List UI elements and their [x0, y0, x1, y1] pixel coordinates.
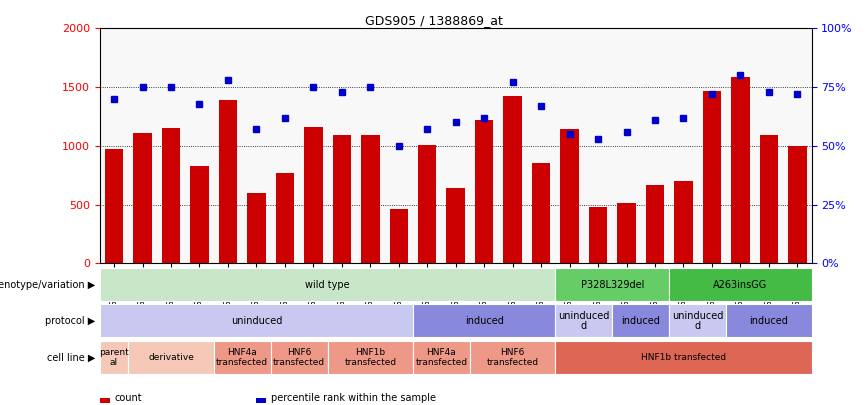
Bar — [556, 305, 612, 337]
Bar — [327, 341, 413, 374]
Bar — [532, 164, 550, 263]
Bar — [561, 129, 579, 263]
Bar — [760, 135, 778, 263]
Bar — [446, 188, 465, 263]
Bar — [271, 341, 327, 374]
Text: genotype/variation ▶: genotype/variation ▶ — [0, 279, 95, 290]
Bar — [418, 145, 437, 263]
Bar — [669, 305, 727, 337]
Text: HNF6
transfected: HNF6 transfected — [487, 348, 539, 367]
Bar — [100, 268, 556, 301]
Text: HNF1b
transfected: HNF1b transfected — [345, 348, 397, 367]
Text: HNF6
transfected: HNF6 transfected — [273, 348, 326, 367]
Text: count: count — [115, 393, 142, 403]
Bar — [134, 133, 152, 263]
Bar — [214, 341, 271, 374]
Bar — [128, 341, 214, 374]
Text: induced: induced — [621, 316, 661, 326]
Text: percentile rank within the sample: percentile rank within the sample — [271, 393, 436, 403]
Text: uninduced: uninduced — [231, 316, 282, 326]
Text: HNF1b transfected: HNF1b transfected — [641, 353, 726, 362]
Bar — [589, 207, 608, 263]
Bar — [332, 135, 351, 263]
Bar — [617, 203, 635, 263]
Bar — [361, 135, 379, 263]
Bar — [105, 149, 123, 263]
Bar — [727, 305, 812, 337]
Bar — [674, 181, 693, 263]
Bar — [161, 128, 181, 263]
Text: parent
al: parent al — [99, 348, 129, 367]
Text: GDS905 / 1388869_at: GDS905 / 1388869_at — [365, 14, 503, 27]
Bar — [503, 96, 522, 263]
Text: induced: induced — [464, 316, 503, 326]
Bar — [190, 166, 208, 263]
Text: uninduced
d: uninduced d — [558, 311, 609, 331]
Bar — [731, 77, 750, 263]
Text: HNF4a
transfected: HNF4a transfected — [416, 348, 468, 367]
Bar — [390, 209, 408, 263]
Text: induced: induced — [749, 316, 788, 326]
Bar — [470, 341, 556, 374]
Bar — [304, 127, 323, 263]
Bar — [703, 91, 721, 263]
Text: wild type: wild type — [306, 279, 350, 290]
Bar — [413, 341, 470, 374]
Bar — [556, 268, 669, 301]
Text: uninduced
d: uninduced d — [672, 311, 723, 331]
Bar — [646, 185, 664, 263]
Bar — [276, 173, 294, 263]
Bar — [219, 100, 237, 263]
Bar — [100, 305, 413, 337]
Bar — [413, 305, 556, 337]
Text: protocol ▶: protocol ▶ — [45, 316, 95, 326]
Bar — [612, 305, 669, 337]
Bar — [788, 146, 806, 263]
Text: A263insGG: A263insGG — [713, 279, 767, 290]
Bar — [247, 193, 266, 263]
Bar — [475, 120, 493, 263]
Text: derivative: derivative — [148, 353, 194, 362]
Bar — [556, 341, 812, 374]
Text: P328L329del: P328L329del — [581, 279, 644, 290]
Bar — [669, 268, 812, 301]
Text: HNF4a
transfected: HNF4a transfected — [216, 348, 268, 367]
Bar — [100, 341, 128, 374]
Text: cell line ▶: cell line ▶ — [47, 352, 95, 362]
